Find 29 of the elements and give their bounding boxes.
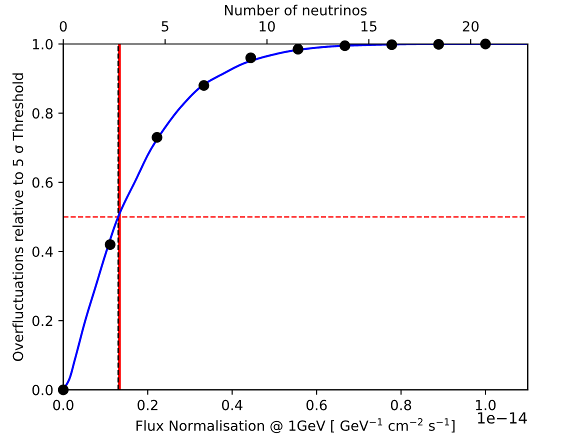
- point: [480, 38, 491, 50]
- y-tick-label: 0.2: [32, 316, 52, 326]
- point: [198, 80, 210, 91]
- text: 1e−14: [478, 412, 527, 424]
- point: [292, 44, 304, 55]
- point: [340, 40, 350, 52]
- x2-tick-label: 15: [362, 21, 376, 32]
- x2-tick-label: 20: [462, 21, 479, 32]
- y-tick-label: 0.6: [32, 177, 53, 188]
- point: [104, 239, 116, 250]
- x-tick-label: 0.8: [390, 400, 412, 410]
- x2-axis-title: Number of neutrinos: [225, 4, 367, 16]
- x-tick-label: 0.4: [222, 400, 242, 410]
- y-tick-label: 0.8: [32, 108, 53, 119]
- x-tick-label: 0.6: [306, 400, 327, 410]
- x2-tick-label: 0: [60, 21, 67, 32]
- x-tick-label: 1.0: [476, 400, 496, 410]
- point: [58, 384, 69, 396]
- x-tick-label: 0.2: [138, 400, 158, 410]
- point: [245, 52, 256, 64]
- x2-tick-label: 10: [260, 21, 275, 32]
- x2-tick-label: 5: [162, 21, 168, 32]
- y-tick-label: 0.4: [32, 246, 53, 257]
- y-axis-title: Overfluctuations relative to 5 σ Threshold: [12, 73, 24, 361]
- x-axis-title: Flux Normalisation @ 1GeV [ GeV$^{−1}$ cm$^{−2}$ s$^{−1}$]: [136, 418, 455, 434]
- y-tick-label: 0.0: [32, 384, 53, 396]
- y-tick-label: 1.0: [32, 38, 53, 50]
- x-tick-label: 0.0: [53, 400, 74, 410]
- point: [152, 132, 162, 143]
